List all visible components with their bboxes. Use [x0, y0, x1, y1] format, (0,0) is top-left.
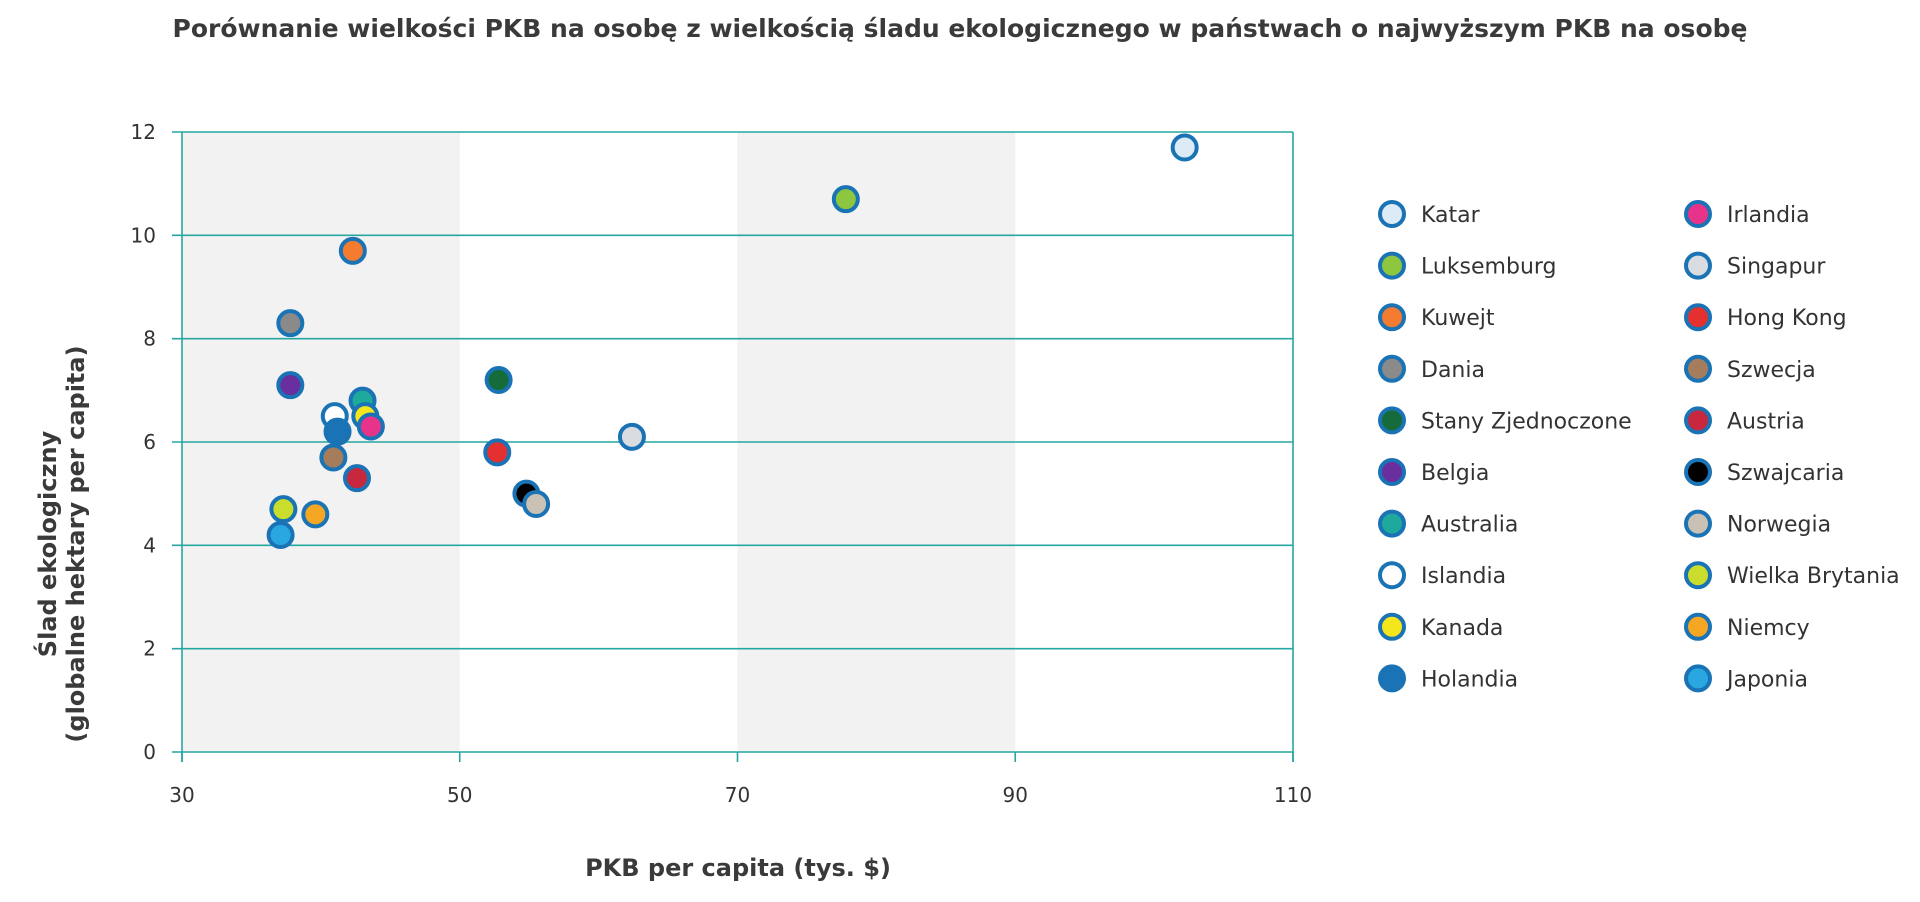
y-tick-label: 12 — [131, 120, 156, 144]
legend-label: Irlandia — [1727, 203, 1810, 228]
y-axis-ticks: 0 2 4 6 8 10 12 — [131, 120, 156, 764]
point-hong-kong — [483, 438, 512, 467]
legend-item-kanada: Kanada — [1378, 612, 1503, 641]
chart-title: Porównanie wielkości PKB na osobę z wiel… — [172, 14, 1748, 43]
legend-item-wielka-brytania: Wielka Brytania — [1684, 561, 1900, 590]
legend-marker — [1378, 664, 1406, 693]
point-dania — [276, 309, 305, 338]
legend-label: Japonia — [1725, 667, 1808, 692]
legend-label: Kuwejt — [1421, 306, 1495, 331]
point-luksemburg — [831, 185, 860, 214]
legend-item-katar: Katar — [1378, 200, 1481, 228]
legend-item-austria: Austria — [1684, 406, 1805, 435]
y-tick-label: 0 — [143, 740, 156, 764]
legend-item-kuwejt: Kuwejt — [1378, 303, 1495, 332]
y-tick-label: 6 — [143, 430, 156, 454]
legend-item-japonia: Japonia — [1684, 664, 1808, 693]
legend-marker — [1684, 303, 1712, 332]
point-wielka-brytania — [269, 495, 298, 524]
legend-marker — [1684, 664, 1712, 693]
legend-label: Luksemburg — [1421, 255, 1557, 280]
legend-marker — [1684, 509, 1712, 538]
legend-marker — [1378, 509, 1406, 538]
legend-item-dania: Dania — [1378, 354, 1485, 383]
x-tick-label: 90 — [1003, 783, 1028, 807]
legend-label: Austria — [1727, 409, 1805, 434]
gridlines — [172, 131, 1294, 762]
legend-label: Islandia — [1421, 564, 1506, 589]
legend-marker — [1378, 406, 1406, 435]
point-kuwejt — [338, 236, 367, 265]
legend-label: Singapur — [1727, 255, 1826, 280]
legend-marker — [1684, 612, 1712, 641]
legend-marker — [1378, 303, 1406, 332]
legend: Katar Luksemburg Kuwejt Dania Stany Zjednocz… — [1378, 200, 1900, 693]
point-austria — [342, 464, 371, 493]
legend-marker — [1378, 612, 1406, 641]
legend-item-islandia: Islandia — [1378, 561, 1506, 590]
legend-item-holandia: Holandia — [1378, 664, 1518, 693]
legend-item-norwegia: Norwegia — [1684, 509, 1831, 538]
legend-label: Szwajcaria — [1727, 461, 1844, 486]
x-axis-ticks: 30 50 70 90 110 — [169, 783, 1312, 807]
data-points — [266, 133, 1199, 549]
point-holandia — [323, 417, 352, 446]
y-tick-label: 2 — [143, 637, 156, 661]
point-szwecja — [319, 443, 348, 472]
legend-marker — [1684, 251, 1712, 280]
y-axis-title: Ślad ekologiczny (globalne hektary per c… — [32, 345, 90, 742]
legend-item-stany-zjednoczone: Stany Zjednoczone — [1378, 406, 1632, 435]
legend-marker — [1378, 354, 1406, 383]
legend-label: Dania — [1421, 358, 1485, 383]
legend-label: Belgia — [1421, 461, 1489, 486]
legend-item-szwajcaria: Szwajcaria — [1684, 458, 1844, 486]
legend-item-szwecja: Szwecja — [1684, 354, 1816, 383]
point-singapur — [617, 422, 646, 451]
point-niemcy — [301, 500, 330, 529]
legend-marker — [1378, 251, 1406, 280]
legend-item-singapur: Singapur — [1684, 251, 1826, 280]
legend-label: Australia — [1421, 513, 1518, 538]
point-stany-zjednoczone — [484, 366, 513, 394]
y-tick-label: 10 — [131, 223, 156, 247]
legend-label: Wielka Brytania — [1727, 564, 1900, 589]
legend-marker — [1378, 200, 1406, 228]
legend-marker — [1684, 458, 1712, 486]
legend-label: Holandia — [1421, 667, 1518, 692]
legend-marker — [1684, 200, 1712, 228]
legend-marker — [1378, 561, 1406, 590]
y-axis-title-line-2: (globalne hektary per capita) — [62, 345, 90, 742]
legend-label: Hong Kong — [1727, 306, 1847, 331]
point-katar — [1170, 133, 1199, 162]
legend-marker — [1378, 458, 1406, 486]
legend-item-irlandia: Irlandia — [1684, 200, 1810, 228]
legend-label: Niemcy — [1727, 616, 1810, 641]
legend-marker — [1684, 354, 1712, 383]
x-tick-label: 50 — [447, 783, 472, 807]
x-tick-label: 30 — [169, 783, 194, 807]
legend-label: Szwecja — [1727, 358, 1816, 383]
point-norwegia — [522, 490, 551, 518]
legend-label: Kanada — [1421, 616, 1503, 641]
point-japonia — [266, 521, 295, 549]
legend-item-belgia: Belgia — [1378, 458, 1489, 486]
x-tick-label: 110 — [1274, 783, 1312, 807]
point-irlandia — [356, 412, 385, 441]
legend-label: Stany Zjednoczone — [1421, 409, 1632, 434]
legend-item-luksemburg: Luksemburg — [1378, 251, 1557, 280]
x-tick-label: 70 — [725, 783, 750, 807]
y-tick-label: 4 — [143, 533, 156, 557]
legend-marker — [1684, 561, 1712, 590]
legend-marker — [1684, 406, 1712, 435]
legend-label: Norwegia — [1727, 513, 1831, 538]
x-axis-title: PKB per capita (tys. $) — [585, 854, 891, 882]
point-belgia — [276, 371, 305, 400]
legend-label: Katar — [1421, 203, 1481, 228]
legend-item-hong-kong: Hong Kong — [1684, 303, 1847, 332]
y-tick-label: 8 — [143, 327, 156, 351]
y-axis-title-line-1: Ślad ekologiczny — [32, 430, 62, 657]
legend-item-australia: Australia — [1378, 509, 1518, 538]
legend-item-niemcy: Niemcy — [1684, 612, 1810, 641]
